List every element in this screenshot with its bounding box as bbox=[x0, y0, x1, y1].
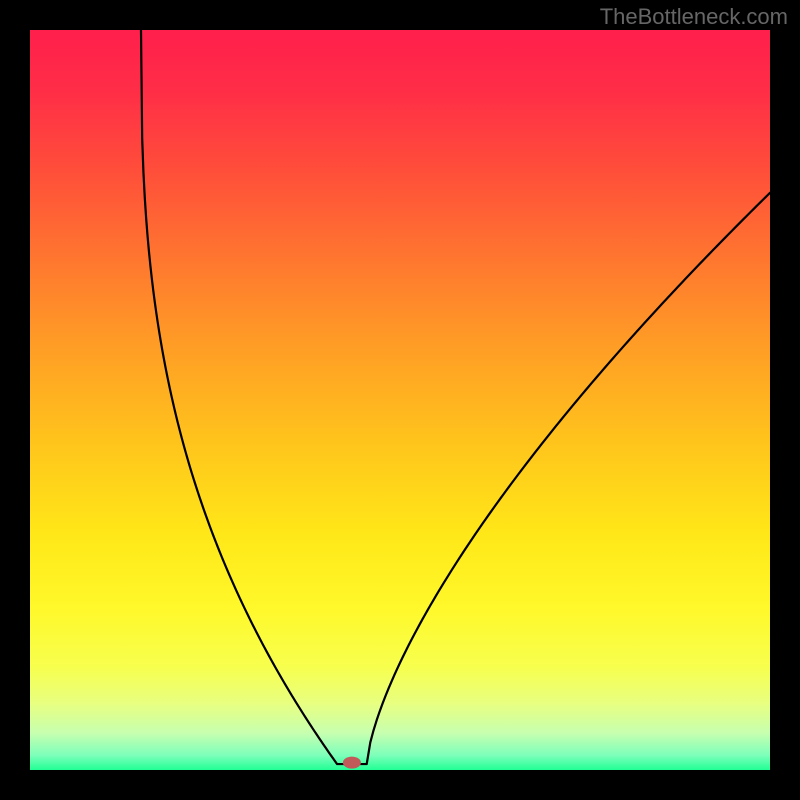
watermark: TheBottleneck.com bbox=[600, 4, 788, 30]
chart-container: TheBottleneck.com bbox=[0, 0, 800, 800]
gradient-background bbox=[30, 30, 770, 770]
bottleneck-marker bbox=[343, 757, 361, 769]
chart-svg bbox=[0, 0, 800, 800]
